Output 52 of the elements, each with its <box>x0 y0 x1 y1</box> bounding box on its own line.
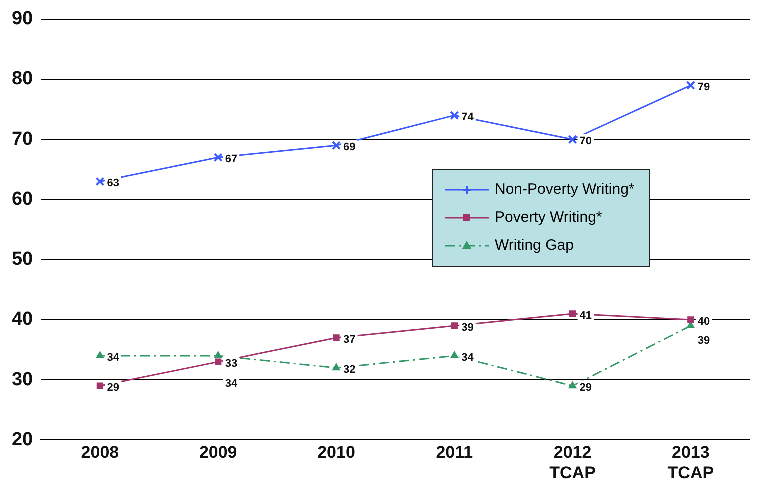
point <box>332 141 342 150</box>
y-tick-label: 40 <box>12 309 34 330</box>
data-label: 67 <box>225 154 238 166</box>
point <box>333 334 340 342</box>
y-tick-label: 50 <box>12 249 34 270</box>
point <box>451 322 458 330</box>
y-tick-label: 60 <box>12 188 34 210</box>
y-tick-label: 90 <box>12 8 34 30</box>
data-label: 41 <box>580 310 592 322</box>
x-tick-label: 2010 <box>318 443 356 462</box>
y-tick-label: 80 <box>12 68 34 90</box>
y-tick-label: 20 <box>12 429 34 450</box>
legend-label: Non-Poverty Writing* <box>495 181 635 198</box>
data-label: 70 <box>580 136 592 148</box>
data-label: 29 <box>107 382 120 394</box>
point <box>215 358 222 366</box>
legend-label: Poverty Writing* <box>495 209 602 226</box>
data-label: 39 <box>698 335 710 348</box>
y-tick-label: 70 <box>12 128 34 150</box>
data-label: 74 <box>462 112 475 124</box>
x-tick-label: 2011 <box>436 443 474 462</box>
point <box>450 111 460 120</box>
point <box>569 310 576 318</box>
data-label: 40 <box>698 316 710 328</box>
point <box>96 352 104 359</box>
x-tick-label: 2012 TCAP <box>550 443 596 482</box>
point <box>214 153 223 162</box>
point <box>332 364 340 371</box>
point <box>96 382 104 390</box>
data-label: 34 <box>225 378 238 390</box>
data-label: 34 <box>107 352 120 364</box>
x-tick-label: 2009 <box>199 443 238 462</box>
x-tick-label: 2008 <box>81 443 120 462</box>
data-label: 63 <box>107 178 120 190</box>
data-label: 33 <box>225 358 238 370</box>
data-label: 34 <box>462 352 475 364</box>
x-tick-label: 2013 TCAP <box>668 443 714 482</box>
data-label: 29 <box>580 382 592 394</box>
data-label: 37 <box>343 334 356 346</box>
data-label: 69 <box>343 142 356 154</box>
point <box>686 80 696 90</box>
point <box>688 316 694 324</box>
point <box>214 352 222 359</box>
data-label: 79 <box>698 82 710 94</box>
point <box>568 135 578 144</box>
data-label: 39 <box>462 322 474 334</box>
legend-label: Writing Gap <box>495 237 574 254</box>
data-label: 32 <box>343 364 356 376</box>
point <box>96 177 105 186</box>
y-tick-label: 30 <box>12 369 34 390</box>
point <box>568 382 577 389</box>
point <box>450 352 459 359</box>
